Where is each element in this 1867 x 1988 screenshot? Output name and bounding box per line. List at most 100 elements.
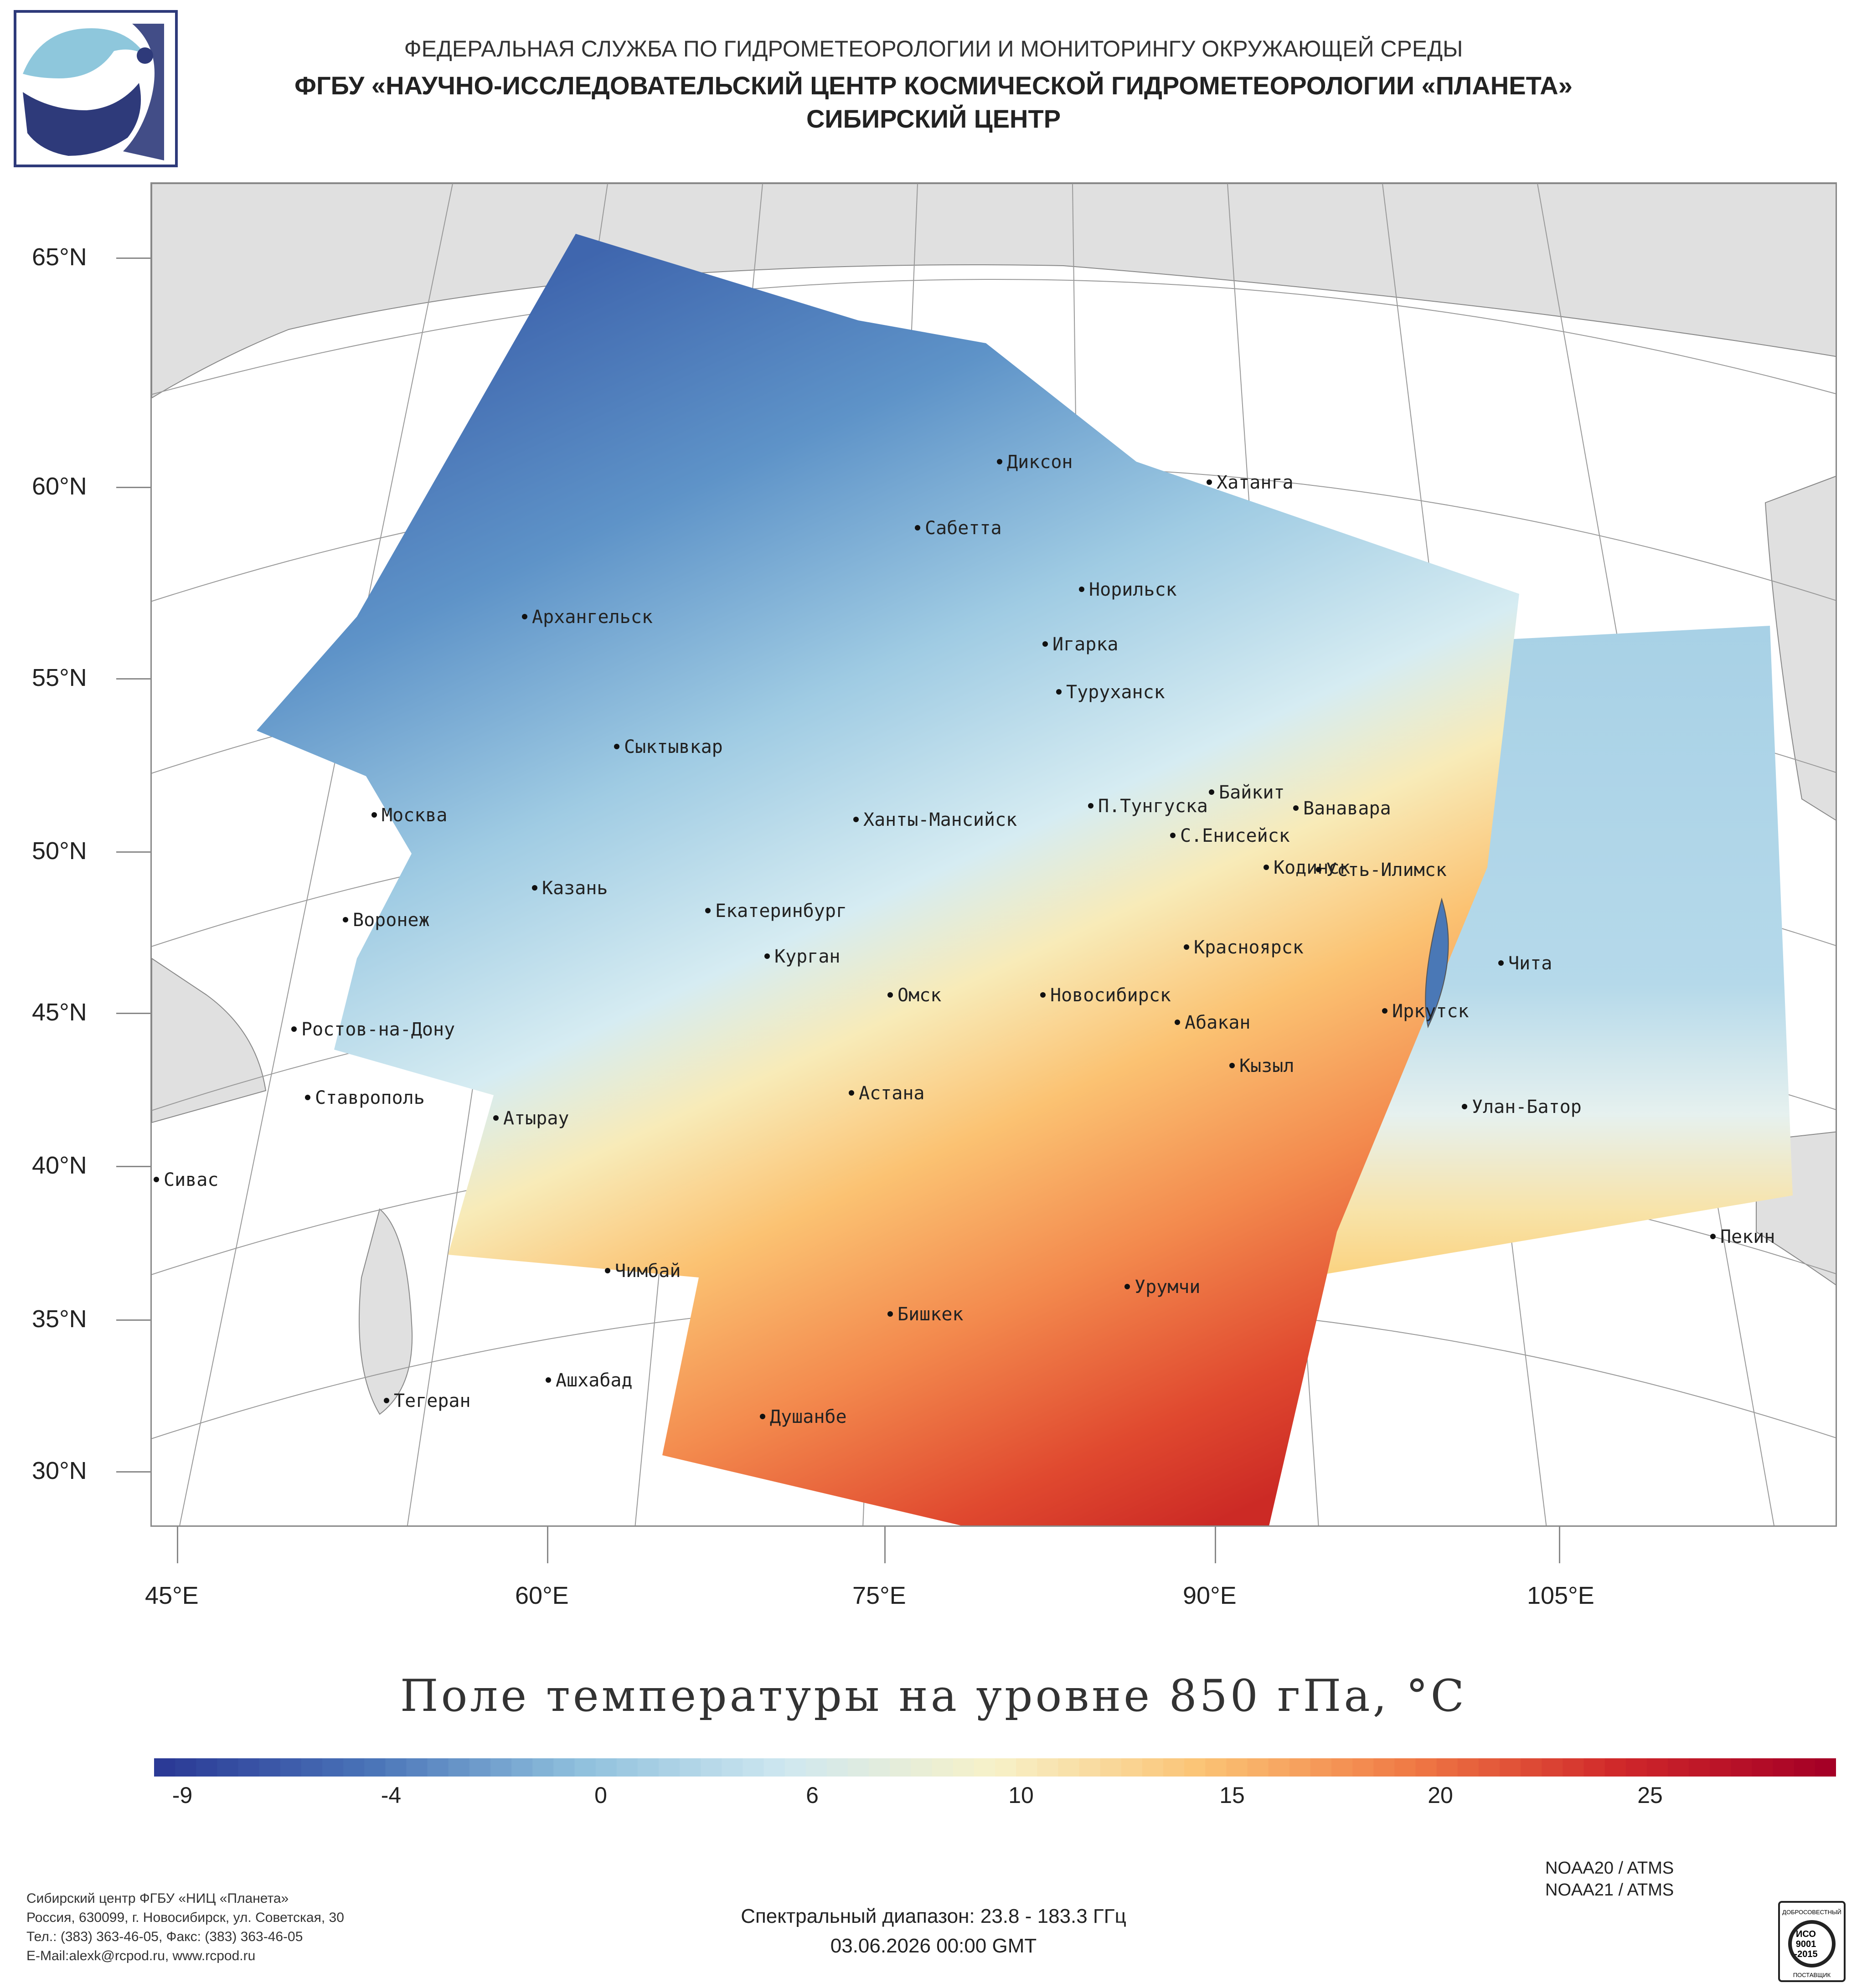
colorbar-cell (511, 1758, 533, 1777)
colorbar-cell (1079, 1758, 1101, 1777)
colorbar-cell (1521, 1758, 1542, 1777)
longitude-tick (547, 1527, 548, 1563)
colorbar-cell (1500, 1758, 1521, 1777)
city-label: Усть-Илимск (1326, 860, 1447, 881)
colorbar-cell (1373, 1758, 1395, 1777)
city-label: Туруханск (1066, 682, 1165, 703)
city-marker (849, 1090, 854, 1096)
city-marker (1175, 1020, 1180, 1025)
colorbar-cell (301, 1758, 323, 1777)
city-label: Курган (774, 946, 841, 967)
city-marker (915, 525, 920, 530)
city-marker (887, 1311, 893, 1317)
latitude-label: 60°N (32, 473, 87, 500)
latitude-label: 50°N (32, 837, 87, 865)
latitude-label: 30°N (32, 1457, 87, 1484)
header-agency: ФЕДЕРАЛЬНАЯ СЛУЖБА ПО ГИДРОМЕТЕОРОЛОГИИ … (404, 36, 1463, 62)
colorbar-cell (154, 1758, 176, 1777)
city-marker (1040, 992, 1046, 998)
city-marker (1209, 789, 1214, 795)
colorbar-cell (1121, 1758, 1143, 1777)
iso-text: ИСО (1796, 1929, 1816, 1939)
colorbar-cell (701, 1758, 722, 1777)
colorbar-tick-label: 6 (806, 1782, 819, 1808)
city-marker (1710, 1234, 1716, 1239)
colorbar-cell (869, 1758, 891, 1777)
temperature-map: Диксон Хатанга Сабетта Норильск Архангельск И… (152, 184, 1836, 1525)
colorbar-tick-label: 0 (594, 1782, 607, 1808)
colorbar-cell (1604, 1758, 1626, 1777)
city-label: Ростов-на-Дону (301, 1019, 455, 1040)
city-marker (305, 1095, 310, 1100)
colorbar-cell (680, 1758, 701, 1777)
org-phone: Тел.: (383) 363-46-05, Факс: (383) 363-4… (26, 1929, 303, 1944)
colorbar-cell (1731, 1758, 1753, 1777)
city-marker (1316, 867, 1321, 872)
colorbar-cell (1205, 1758, 1227, 1777)
header-center: СИБИРСКИЙ ЦЕНТР (806, 104, 1061, 133)
city-label: П.Тунгуска (1098, 796, 1208, 817)
colorbar-cell (490, 1758, 512, 1777)
iso-certificate-stamp: ДОБРОСОВЕСТНЫЙ ИСО 9001 -2015 ПОСТАВЩИК (1778, 1901, 1846, 1982)
city-label: Атырау (503, 1108, 569, 1129)
city-marker (1170, 833, 1176, 838)
city-label: Казань (542, 878, 608, 899)
colorbar-cell (743, 1758, 764, 1777)
city-label: Тегеран (394, 1391, 471, 1411)
iso-top-text: ДОБРОСОВЕСТНЫЙ (1782, 1909, 1841, 1916)
longitude-tick (1559, 1527, 1560, 1563)
city-label: Норильск (1089, 579, 1177, 600)
colorbar-cell (259, 1758, 281, 1777)
colorbar-cell (427, 1758, 449, 1777)
colorbar-cell (1815, 1758, 1836, 1777)
city-label: Омск (897, 985, 941, 1006)
latitude-tick (116, 1166, 150, 1167)
colorbar-cell (784, 1758, 806, 1777)
city-marker (371, 812, 377, 818)
city-marker (887, 992, 893, 998)
colorbar-cell (848, 1758, 870, 1777)
colorbar-cell (1100, 1758, 1122, 1777)
colorbar-cell (1037, 1758, 1059, 1777)
longitude-label: 45°E (145, 1582, 199, 1609)
colorbar-cell (932, 1758, 954, 1777)
org-address: Россия, 630099, г. Новосибирск, ул. Сове… (26, 1910, 344, 1925)
iso-bottom-text: ПОСТАВЩИК (1793, 1972, 1831, 1978)
colorbar-tick-label: -4 (381, 1782, 402, 1808)
colorbar-cell (175, 1758, 197, 1777)
colorbar-tick-label: 10 (1008, 1782, 1034, 1808)
city-label: Диксон (1007, 452, 1073, 473)
colorbar-cell (722, 1758, 743, 1777)
city-marker (1264, 865, 1269, 870)
satellite-1: NOAA20 / ATMS (1545, 1859, 1674, 1878)
latitude-tick (116, 258, 150, 259)
colorbar-cell (995, 1758, 1017, 1777)
city-marker (1498, 960, 1504, 966)
city-label: Хатанга (1217, 472, 1294, 493)
colorbar-cell (1268, 1758, 1290, 1777)
latitude-tick (116, 1013, 150, 1014)
latitude-label: 45°N (32, 999, 87, 1026)
city-marker (760, 1414, 765, 1419)
city-label: Красноярск (1194, 937, 1304, 958)
colorbar (154, 1758, 1836, 1777)
city-marker (343, 917, 348, 922)
city-marker (384, 1398, 389, 1403)
city-marker (291, 1026, 297, 1032)
colorbar-tick-label: 15 (1219, 1782, 1245, 1808)
colorbar-cell (1689, 1758, 1711, 1777)
city-label: Астана (859, 1083, 925, 1104)
planeta-logo (14, 10, 178, 167)
longitude-label: 90°E (1183, 1582, 1237, 1609)
colorbar-cell (1794, 1758, 1815, 1777)
colorbar-cell (637, 1758, 659, 1777)
iso-number: 9001 (1796, 1939, 1816, 1949)
colorbar-cell (1563, 1758, 1584, 1777)
spectral-range: Спектральный диапазон: 23.8 - 183.3 ГГц (741, 1905, 1126, 1927)
colorbar-cell (1331, 1758, 1353, 1777)
colorbar-tick-label: -9 (172, 1782, 193, 1808)
city-marker (1462, 1104, 1467, 1109)
colorbar-cell (553, 1758, 575, 1777)
colorbar-cell (532, 1758, 554, 1777)
colorbar-cell (953, 1758, 975, 1777)
